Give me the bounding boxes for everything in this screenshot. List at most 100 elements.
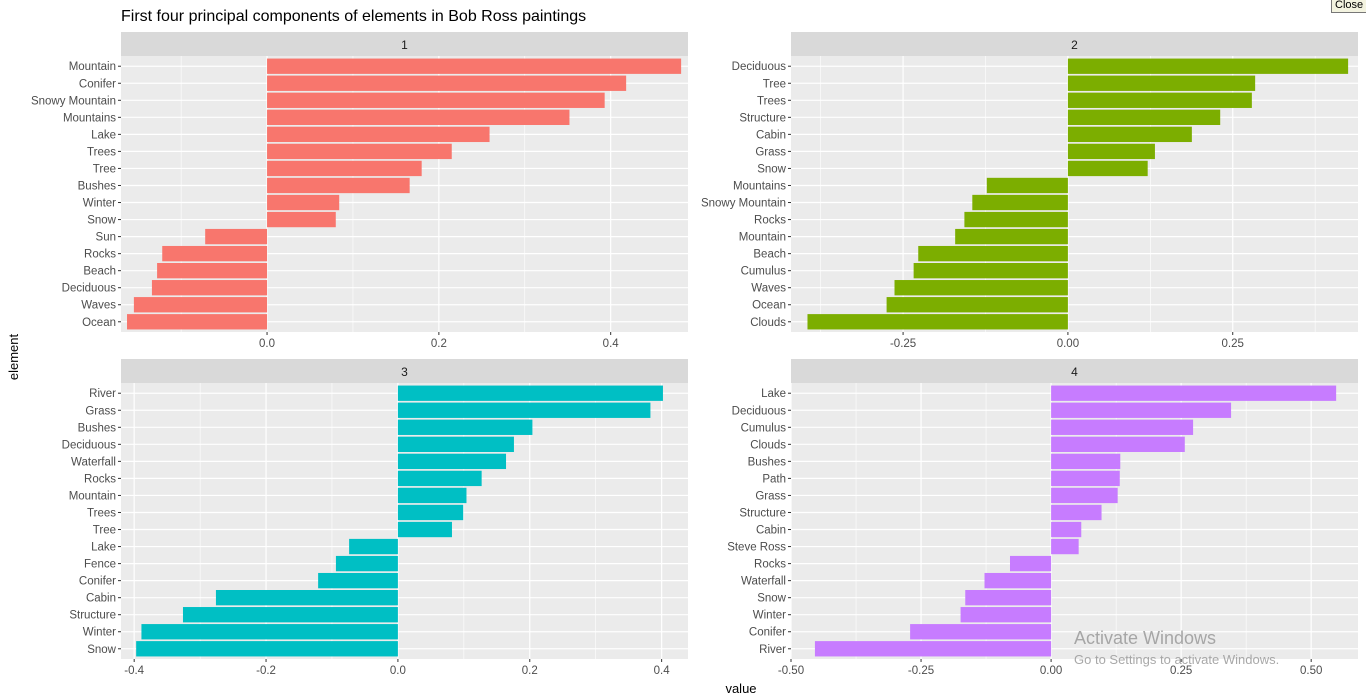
x-tick-label: 0.2 [522,665,538,677]
bar-trees [1067,92,1252,108]
bar-grass [397,402,651,418]
y-axis-title: element [6,333,21,380]
bar-bushes [1051,453,1121,470]
bar-trees [267,143,452,160]
bar-rocks [964,211,1068,228]
bar-rocks [162,245,268,262]
y-tick-label: Structure [69,610,116,622]
y-tick-label: Deciduous [62,283,117,295]
y-tick-label: Waves [751,283,786,295]
y-tick-label: Winter [753,610,786,622]
x-tick-label: 0.0 [259,338,275,350]
bar-tree [1067,75,1256,91]
y-tick-label: Snowy Mountain [31,95,116,107]
bar-cumulus [1051,419,1194,435]
bar-snowy-mountain [972,194,1068,211]
facet-strip [121,359,688,383]
x-tick-label: 0.00 [1057,338,1079,350]
bar-bushes [397,419,533,435]
y-tick-label: Ocean [752,300,786,312]
bar-deciduous [1067,58,1349,74]
facet-3: 3 River Grass Bushes Deciduous Waterfall Rocks… [62,359,688,677]
y-tick-label: Lake [761,388,786,400]
bar-trees [397,504,464,521]
y-tick-label: Cabin [756,525,786,537]
facet-4: 4 Lake Deciduous Cumulus Clouds Bushes Path Gra… [727,359,1358,677]
bar-mountain [397,487,467,504]
y-tick-label: Cumulus [741,266,787,278]
bar-conifer [318,572,398,589]
bar-rocks [397,470,482,487]
facets-layer: 1 Mountain Conifer Snowy Mountain Mountains L… [31,32,1358,677]
y-tick-label: Clouds [750,439,786,451]
y-tick-label: Tree [93,163,116,175]
y-tick-label: Rocks [754,559,786,571]
bar-conifer [910,624,1052,640]
facet-strip [791,32,1358,56]
y-tick-label: Grass [755,146,786,158]
bar-waves [133,297,268,313]
bar-lake [267,126,490,143]
y-tick-label: Beach [753,249,786,261]
bar-fence [335,555,398,572]
bar-tree [397,521,452,538]
y-tick-label: Bushes [78,422,117,434]
bar-beach [918,245,1068,262]
y-tick-label: Conifer [79,576,116,588]
bar-mountain [955,228,1068,245]
bar-winter [267,194,340,211]
y-tick-label: Rocks [84,249,116,261]
bar-grass [1067,143,1155,160]
facet-strip-label: 3 [401,365,408,379]
y-tick-label: Trees [87,146,116,158]
y-tick-label: Grass [755,490,786,502]
y-tick-label: Beach [83,266,116,278]
x-tick-label: 0.50 [1300,665,1322,677]
bar-rocks [1009,555,1052,572]
y-tick-label: Tree [763,78,786,90]
bar-snowy-mountain [267,92,605,108]
x-tick-label: -0.4 [124,665,144,677]
y-tick-label: Snow [757,163,786,175]
facet-strip [121,32,688,56]
bar-mountains [986,177,1068,194]
bar-path [1051,470,1120,487]
bar-ocean [127,314,268,330]
y-tick-label: Path [762,473,786,485]
bar-winter [141,624,398,640]
y-tick-label: Mountain [739,232,786,244]
x-tick-label: 0.00 [1040,665,1062,677]
bar-steve-ross [1051,538,1079,555]
y-tick-label: Snow [87,215,116,227]
close-button[interactable]: Close [1331,0,1366,13]
bar-deciduous [1051,402,1232,418]
y-tick-label: Mountain [69,61,116,73]
bar-structure [1067,109,1221,125]
y-tick-label: Bushes [78,180,117,192]
bar-cabin [1051,521,1082,538]
y-tick-label: Winter [83,198,116,210]
y-tick-label: Waves [81,300,116,312]
bar-snow [136,641,398,657]
y-tick-label: Lake [91,129,116,141]
y-tick-label: Rocks [84,473,116,485]
bar-lake [1051,385,1337,401]
bar-structure [1051,504,1102,521]
facet-2: 2 Deciduous Tree Trees Structure Cabin Grass Sn… [701,32,1358,350]
y-tick-label: Conifer [749,627,786,639]
x-tick-label: -0.25 [908,665,934,677]
bar-waterfall [397,453,507,470]
y-tick-label: Structure [739,112,786,124]
bar-tree [267,160,422,177]
bar-structure [182,607,398,623]
x-tick-label: 0.4 [603,338,620,350]
y-tick-label: Conifer [79,78,116,90]
y-tick-label: Deciduous [62,439,117,451]
bar-bushes [267,177,410,194]
y-tick-label: Fence [84,559,116,571]
y-tick-label: Snowy Mountain [701,198,786,210]
bar-clouds [807,314,1068,330]
x-tick-label: 0.4 [654,665,671,677]
y-tick-label: Cumulus [741,422,787,434]
